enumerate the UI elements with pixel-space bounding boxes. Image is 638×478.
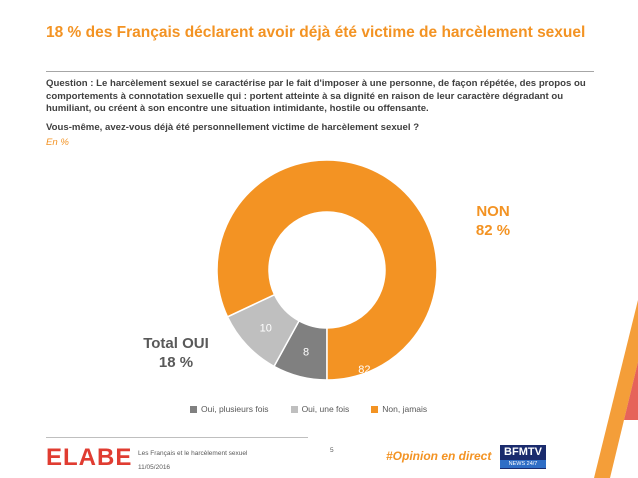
legend-item-plusieurs: Oui, plusieurs fois <box>190 404 269 414</box>
legend-item-une-fois: Oui, une fois <box>290 404 350 414</box>
donut-slices <box>216 159 438 381</box>
non-annotation-label: NON <box>476 203 509 220</box>
oui-annotation-value: 18 % <box>159 354 193 371</box>
footer-divider <box>46 437 308 438</box>
legend-label: Oui, plusieurs fois <box>201 404 269 414</box>
slice-value-label: 8 <box>303 346 309 358</box>
footer-date: 11/05/2016 <box>138 464 171 471</box>
bfmtv-logo-top: BFMTV <box>504 446 542 458</box>
donut-slice <box>216 159 438 381</box>
footer-survey-title: Les Français et le harcèlement sexuel <box>138 450 248 457</box>
page-title: 18 % des Français déclarent avoir déjà é… <box>46 24 586 41</box>
legend-swatch <box>290 405 298 413</box>
legend-swatch <box>190 405 197 413</box>
unit-label: En % <box>46 137 69 148</box>
non-annotation-value: 82 % <box>476 222 510 239</box>
decorative-a-shape <box>594 300 638 478</box>
chart-legend: Oui, plusieurs fois Oui, une fois Non, j… <box>190 404 510 414</box>
hashtag-label: #Opinion en direct <box>386 449 492 463</box>
elabe-logo: ELABE <box>46 444 133 471</box>
question-text: Question : Le harcèlement sexuel se cara… <box>46 78 586 114</box>
legend-item-jamais: Non, jamais <box>371 404 427 414</box>
slice-value-label: 82 <box>358 364 370 376</box>
subquestion-text: Vous-même, avez-vous déjà été personnell… <box>46 122 420 133</box>
page-number: 5 <box>330 447 334 454</box>
legend-label: Oui, une fois <box>301 404 350 414</box>
legend-swatch <box>371 405 379 413</box>
slice-labels: 8 10 82 <box>260 323 371 377</box>
legend-label: Non, jamais <box>382 404 428 414</box>
title-divider <box>46 71 594 72</box>
slice-value-label: 10 <box>260 323 272 335</box>
bfmtv-logo: BFMTV NEWS 24/7 <box>500 445 546 469</box>
oui-annotation-label: Total OUI <box>143 335 209 352</box>
bfmtv-logo-bottom: NEWS 24/7 <box>500 460 546 468</box>
